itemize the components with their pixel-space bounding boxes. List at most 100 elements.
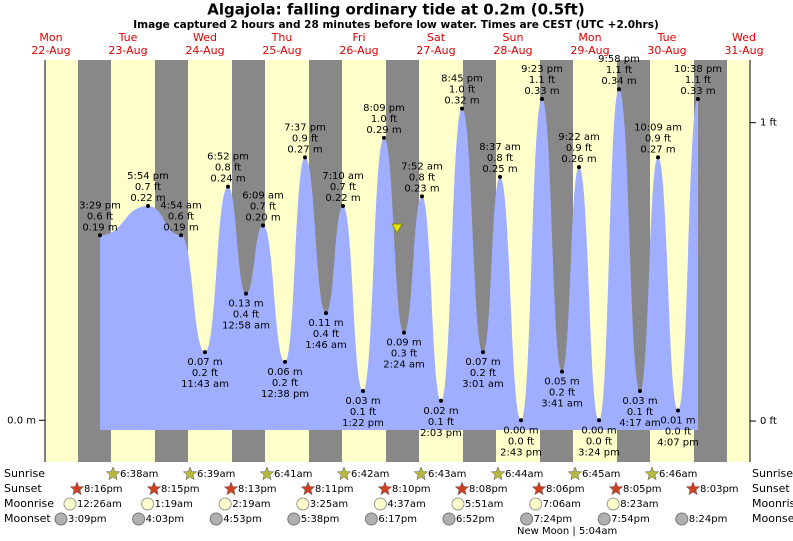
sunrise-icon [105, 466, 121, 481]
sunrise-time: 6:39am [197, 469, 235, 480]
extreme-label: 10:38 pm [674, 64, 722, 75]
extreme-dot [656, 155, 660, 160]
extreme-dot [382, 135, 386, 140]
extreme-label: 0.00 m [503, 425, 538, 436]
extreme-label: 0.01 m [660, 416, 695, 427]
sunset-time: 8:10pm [392, 484, 431, 495]
moonrise-time: 1:19am [155, 499, 193, 510]
sunset-time: 8:11pm [315, 484, 354, 495]
chart-subtitle: Image captured 2 hours and 28 minutes be… [133, 19, 659, 31]
extreme-label: 7:37 pm [284, 122, 326, 133]
extreme-dot [460, 106, 464, 111]
extreme-label: 7:10 am [322, 171, 364, 182]
extreme-dot [179, 233, 183, 238]
sunrise-time: 6:43am [428, 469, 466, 480]
extreme-label: 4:54 am [160, 200, 202, 211]
day-date: 25-Aug [262, 44, 301, 57]
extreme-label: 7:52 am [401, 161, 443, 172]
extreme-dot [577, 165, 581, 170]
extreme-dot [226, 184, 230, 189]
extreme-label: 0.8 ft [409, 172, 435, 183]
extreme-label: 4:07 pm [657, 438, 699, 449]
sunset-time: 8:03pm [700, 484, 739, 495]
moonset-label-right: Moonset [752, 512, 793, 525]
extreme-label: 0.19 m [163, 222, 198, 233]
moonset-icon [54, 512, 68, 526]
day-date: 29-Aug [570, 44, 609, 57]
sunrise-label: Sunrise [4, 467, 45, 480]
moonset-label: Moonset [4, 512, 51, 525]
sunrise-time: 6:46am [659, 469, 697, 480]
extreme-label: 3:29 pm [79, 200, 121, 211]
extreme-label: 0.4 ft [313, 329, 339, 340]
day-weekday: Mon [578, 31, 601, 44]
extreme-label: 10:09 am [634, 122, 682, 133]
night-band [694, 60, 727, 462]
sunset-time: 8:16pm [84, 484, 123, 495]
moonset-time: 7:54pm [611, 514, 650, 525]
day-date: 22-Aug [31, 44, 70, 57]
extreme-label: 1.0 ft [371, 114, 397, 125]
moonrise-time: 3:25am [310, 499, 348, 510]
extreme-label: 0.9 ft [566, 143, 592, 154]
extreme-label: 12:58 am [222, 321, 270, 332]
extreme-dot [481, 350, 485, 355]
extreme-label: 8:37 am [479, 142, 521, 153]
extreme-label: 0.02 m [423, 406, 458, 417]
extreme-dot [146, 204, 150, 209]
sunrise-time: 6:42am [351, 469, 389, 480]
extreme-label: 3:24 pm [578, 447, 620, 458]
y2-tick-label: 0 ft [760, 416, 777, 427]
extreme-label: 0.2 ft [470, 368, 496, 379]
moonrise-icon [218, 497, 232, 511]
moonset-icon [287, 512, 301, 526]
extreme-label: 0.8 ft [487, 153, 513, 164]
sunrise-icon [644, 466, 660, 481]
sunrise-icon [413, 466, 429, 481]
moonrise-icon [296, 497, 310, 511]
moonset-icon [597, 512, 611, 526]
extreme-label: 0.25 m [482, 164, 517, 175]
extreme-label: 0.24 m [210, 174, 245, 185]
moonrise-icon [63, 497, 77, 511]
extreme-label: 0.11 m [308, 318, 343, 329]
day-weekday: Sun [503, 31, 524, 44]
extreme-label: 0.1 ft [627, 407, 653, 418]
sunset-icon [377, 481, 393, 496]
extreme-label: 0.0 ft [508, 436, 534, 447]
day-date: 28-Aug [493, 44, 532, 57]
extreme-label: 0.33 m [680, 86, 715, 97]
extreme-label: 0.34 m [601, 76, 636, 87]
extreme-label: 2:03 pm [420, 428, 462, 439]
moonrise-time: 7:06am [543, 499, 581, 510]
extreme-label: 0.13 m [228, 299, 263, 310]
sunset-icon [608, 481, 624, 496]
extreme-dot [283, 359, 287, 364]
extreme-label: 0.32 m [444, 96, 479, 107]
day-date: 23-Aug [108, 44, 147, 57]
extreme-label: 1:46 am [305, 340, 347, 351]
extreme-dot [439, 398, 443, 403]
day-weekday: Tue [657, 31, 677, 44]
moon-phase: New Moon | 5:04am [517, 526, 617, 537]
extreme-label: 0.4 ft [233, 310, 259, 321]
moonrise-icon [373, 497, 387, 511]
extreme-label: 0.3 ft [391, 349, 417, 360]
extreme-label: 0.22 m [130, 193, 165, 204]
extreme-label: 0.19 m [82, 222, 117, 233]
day-date: 30-Aug [647, 44, 686, 57]
extreme-dot [519, 418, 523, 423]
extreme-label: 0.0 ft [586, 436, 612, 447]
extreme-label: 9:23 pm [521, 64, 563, 75]
y2-tick-label: 1 ft [760, 118, 777, 129]
extreme-label: 1.0 ft [449, 85, 475, 96]
moonset-time: 3:09pm [68, 514, 107, 525]
extreme-dot [498, 174, 502, 179]
extreme-label: 1:22 pm [342, 418, 384, 429]
moonrise-time: 4:37am [387, 499, 425, 510]
sunset-icon [685, 481, 701, 496]
extreme-label: 0.2 ft [192, 368, 218, 379]
sunset-time: 8:08pm [469, 484, 508, 495]
extreme-label: 0.7 ft [250, 202, 276, 213]
extreme-label: 0.29 m [366, 125, 401, 136]
